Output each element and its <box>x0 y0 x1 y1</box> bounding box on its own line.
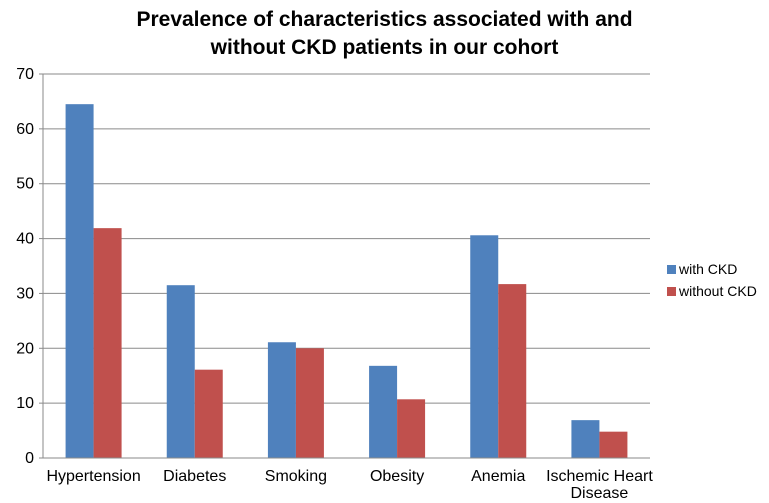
legend-swatch-without-ckd <box>667 286 676 296</box>
bar-with-ckd <box>470 235 499 458</box>
bar-without-ckd <box>93 228 122 458</box>
y-axis-ticks: 0 10 20 30 40 50 60 70 <box>16 66 43 467</box>
y-tick-label: 40 <box>16 231 34 248</box>
y-tick-label: 60 <box>16 121 34 138</box>
x-tick-label: Anemia <box>471 468 525 485</box>
x-tick-label: Smoking <box>265 468 327 485</box>
bars <box>65 104 628 459</box>
bar-with-ckd <box>369 365 398 458</box>
bar-without-ckd <box>194 369 223 458</box>
x-tick-label: Disease <box>571 485 629 502</box>
legend-label-with-ckd: with CKD <box>679 261 738 277</box>
bar-with-ckd <box>65 104 94 459</box>
x-tick-label: Diabetes <box>163 468 226 485</box>
bar-without-ckd <box>295 348 324 458</box>
bar-with-ckd <box>166 285 195 458</box>
legend-swatch-with-ckd <box>667 264 676 274</box>
y-tick-label: 10 <box>16 395 34 412</box>
bar-without-ckd <box>599 431 628 458</box>
y-tick-label: 0 <box>25 450 34 467</box>
y-tick-label: 20 <box>16 340 34 357</box>
chart-title-line-2: without CKD patients in our cohort <box>210 36 559 59</box>
bar-with-ckd <box>571 420 600 458</box>
bar-with-ckd <box>267 342 296 458</box>
gridlines <box>43 73 650 404</box>
y-tick-label: 50 <box>16 176 34 193</box>
y-tick-label: 30 <box>16 285 34 302</box>
x-axis-labels: Hypertension Diabetes Smoking Obesity Anemia… <box>46 468 653 502</box>
legend: with CKD without CKD <box>667 260 757 304</box>
bar-without-ckd <box>397 399 426 458</box>
x-tick-label: Ischemic Heart <box>546 468 653 485</box>
chart-title-line-1: Prevalence of characteristics associated… <box>136 8 633 31</box>
legend-item-without-ckd: without CKD <box>667 282 757 300</box>
y-tick-label: 70 <box>16 66 34 83</box>
x-tick-label: Hypertension <box>46 468 140 485</box>
bar-without-ckd <box>498 284 527 458</box>
legend-item-with-ckd: with CKD <box>667 260 757 278</box>
legend-label-without-ckd: without CKD <box>679 283 757 299</box>
x-tick-label: Obesity <box>370 468 424 485</box>
